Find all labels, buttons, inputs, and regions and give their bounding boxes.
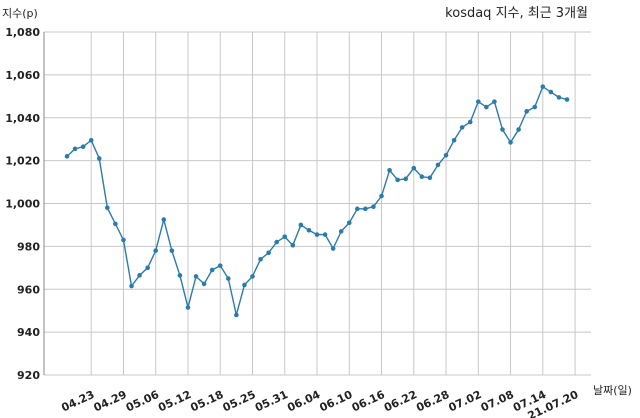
data-point [209, 267, 215, 273]
data-point [411, 165, 417, 171]
data-point [508, 140, 513, 145]
data-point [217, 263, 223, 268]
y-tick-label: 1,020 [5, 155, 40, 168]
data-point [556, 95, 562, 100]
data-point [169, 248, 175, 253]
series-kosdaq [64, 84, 570, 318]
x-axis-title: 날짜(일) [593, 383, 632, 397]
data-point [201, 281, 207, 287]
x-tick-label: 06.22 [382, 388, 419, 414]
data-point [306, 227, 312, 233]
y-tick-label: 960 [17, 283, 40, 296]
x-tick-labels: 04.2304.2905.0605.1205.1805.2505.3106.04… [59, 388, 580, 418]
data-point [314, 232, 320, 237]
data-point [459, 125, 465, 130]
data-point [419, 174, 425, 180]
data-point [193, 274, 199, 279]
data-point [379, 193, 384, 199]
data-point [225, 276, 231, 281]
x-tick-label: 04.29 [92, 388, 129, 414]
x-tick-label: 05.31 [253, 388, 290, 414]
data-point [234, 312, 239, 318]
x-tick-label: 06.04 [285, 388, 322, 415]
data-point [96, 156, 102, 161]
data-point [72, 146, 78, 152]
x-tick-label: 05.25 [221, 388, 258, 414]
chart-title: kosdaq 지수, 최근 3개월 [445, 6, 588, 21]
data-point [80, 144, 86, 149]
data-point [540, 84, 546, 89]
data-point [177, 273, 183, 278]
data-point [330, 246, 336, 251]
x-tick-label: 06.16 [350, 388, 387, 415]
y-tick-label: 980 [17, 240, 40, 253]
data-point [290, 243, 296, 248]
data-point [282, 234, 288, 240]
x-tick-label: 06.10 [317, 388, 354, 415]
data-point [88, 137, 94, 143]
data-point [403, 176, 409, 182]
data-point [298, 222, 304, 228]
data-point [137, 273, 142, 278]
data-point [363, 206, 368, 212]
x-tick-label: 05.06 [124, 388, 161, 415]
data-point [435, 162, 441, 168]
data-point [274, 239, 279, 245]
data-point [266, 250, 271, 256]
data-point [185, 305, 191, 310]
x-tick-label: 05.18 [188, 388, 225, 414]
data-point [451, 137, 457, 143]
y-tick-label: 920 [17, 369, 40, 382]
data-point [475, 99, 481, 104]
data-point [548, 89, 554, 95]
data-point [387, 167, 392, 173]
data-point [322, 232, 328, 237]
data-point [121, 237, 126, 243]
data-point [161, 217, 167, 222]
data-point [427, 175, 433, 181]
x-tick-label: 07.02 [447, 388, 484, 414]
gridlines [44, 31, 591, 376]
data-point [105, 205, 110, 211]
x-tick-label: 05.12 [156, 388, 193, 414]
data-point [355, 206, 360, 212]
data-point [371, 204, 376, 210]
x-tick-label: 07.08 [479, 388, 516, 414]
data-point [250, 274, 255, 279]
y-tick-label: 1,040 [5, 112, 40, 125]
x-tick-label: 04.23 [59, 388, 96, 414]
data-point [492, 99, 497, 104]
data-point [338, 229, 344, 234]
data-point [258, 256, 263, 262]
data-point [395, 177, 400, 183]
data-point [443, 152, 449, 158]
data-point [153, 248, 159, 253]
y-tick-label: 1,000 [5, 198, 40, 211]
data-point [242, 282, 247, 288]
y-axis-title: 지수(p) [2, 7, 38, 20]
data-point [532, 104, 538, 110]
data-point [524, 109, 529, 114]
data-point [145, 265, 150, 271]
y-tick-labels: 920 940 960 980 1,000 1,020 1,040 1,060 1,080 [5, 26, 40, 382]
data-point [346, 220, 352, 226]
data-point [129, 283, 134, 289]
x-tick-label: 06.28 [414, 388, 451, 414]
data-point [64, 154, 70, 159]
y-tick-label: 1,060 [5, 69, 40, 82]
data-point [516, 127, 521, 132]
data-point [484, 104, 489, 110]
data-point [564, 97, 570, 102]
data-point [113, 221, 118, 227]
data-point [500, 127, 505, 132]
data-point [467, 119, 473, 125]
y-tick-label: 940 [17, 326, 40, 339]
y-tick-label: 1,080 [5, 26, 40, 39]
